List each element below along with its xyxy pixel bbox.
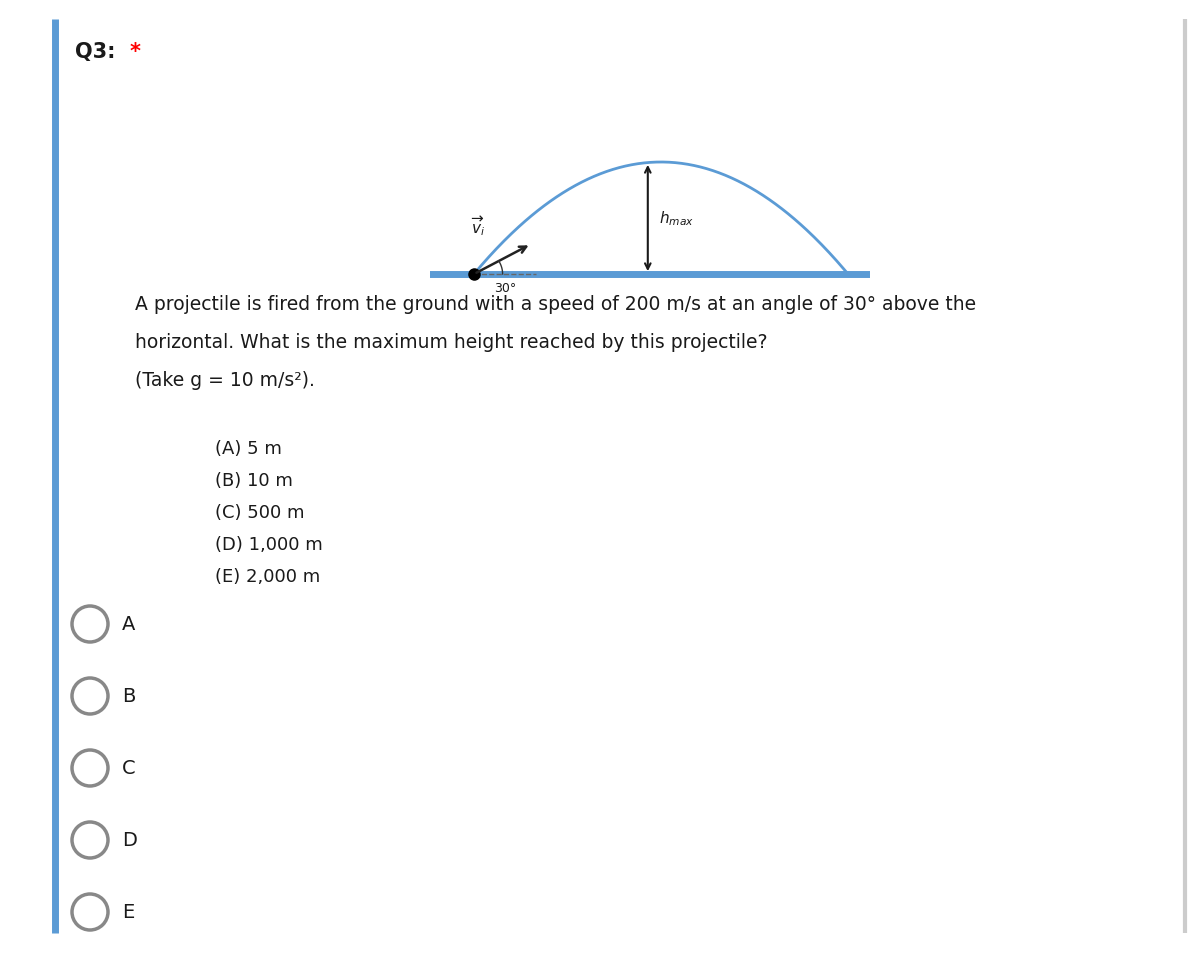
Text: 30°: 30° bbox=[494, 282, 517, 294]
Text: $h_{max}$: $h_{max}$ bbox=[659, 210, 694, 228]
Text: D: D bbox=[122, 831, 137, 850]
Text: C: C bbox=[122, 759, 136, 778]
Text: (C) 500 m: (C) 500 m bbox=[215, 503, 305, 521]
Text: (E) 2,000 m: (E) 2,000 m bbox=[215, 567, 320, 585]
Text: A projectile is fired from the ground with a speed of 200 m/s at an angle of 30°: A projectile is fired from the ground wi… bbox=[134, 294, 976, 314]
Text: horizontal. What is the maximum height reached by this projectile?: horizontal. What is the maximum height r… bbox=[134, 333, 768, 352]
Text: E: E bbox=[122, 902, 134, 922]
Text: (B) 10 m: (B) 10 m bbox=[215, 472, 293, 490]
Text: (A) 5 m: (A) 5 m bbox=[215, 439, 282, 457]
Text: (Take g = 10 m/s²).: (Take g = 10 m/s²). bbox=[134, 371, 314, 390]
Text: *: * bbox=[130, 42, 142, 62]
Text: (D) 1,000 m: (D) 1,000 m bbox=[215, 536, 323, 554]
Text: B: B bbox=[122, 687, 136, 706]
Text: $\overrightarrow{v}_i$: $\overrightarrow{v}_i$ bbox=[472, 213, 486, 237]
Text: A: A bbox=[122, 615, 136, 634]
Text: Q3:: Q3: bbox=[74, 42, 122, 62]
